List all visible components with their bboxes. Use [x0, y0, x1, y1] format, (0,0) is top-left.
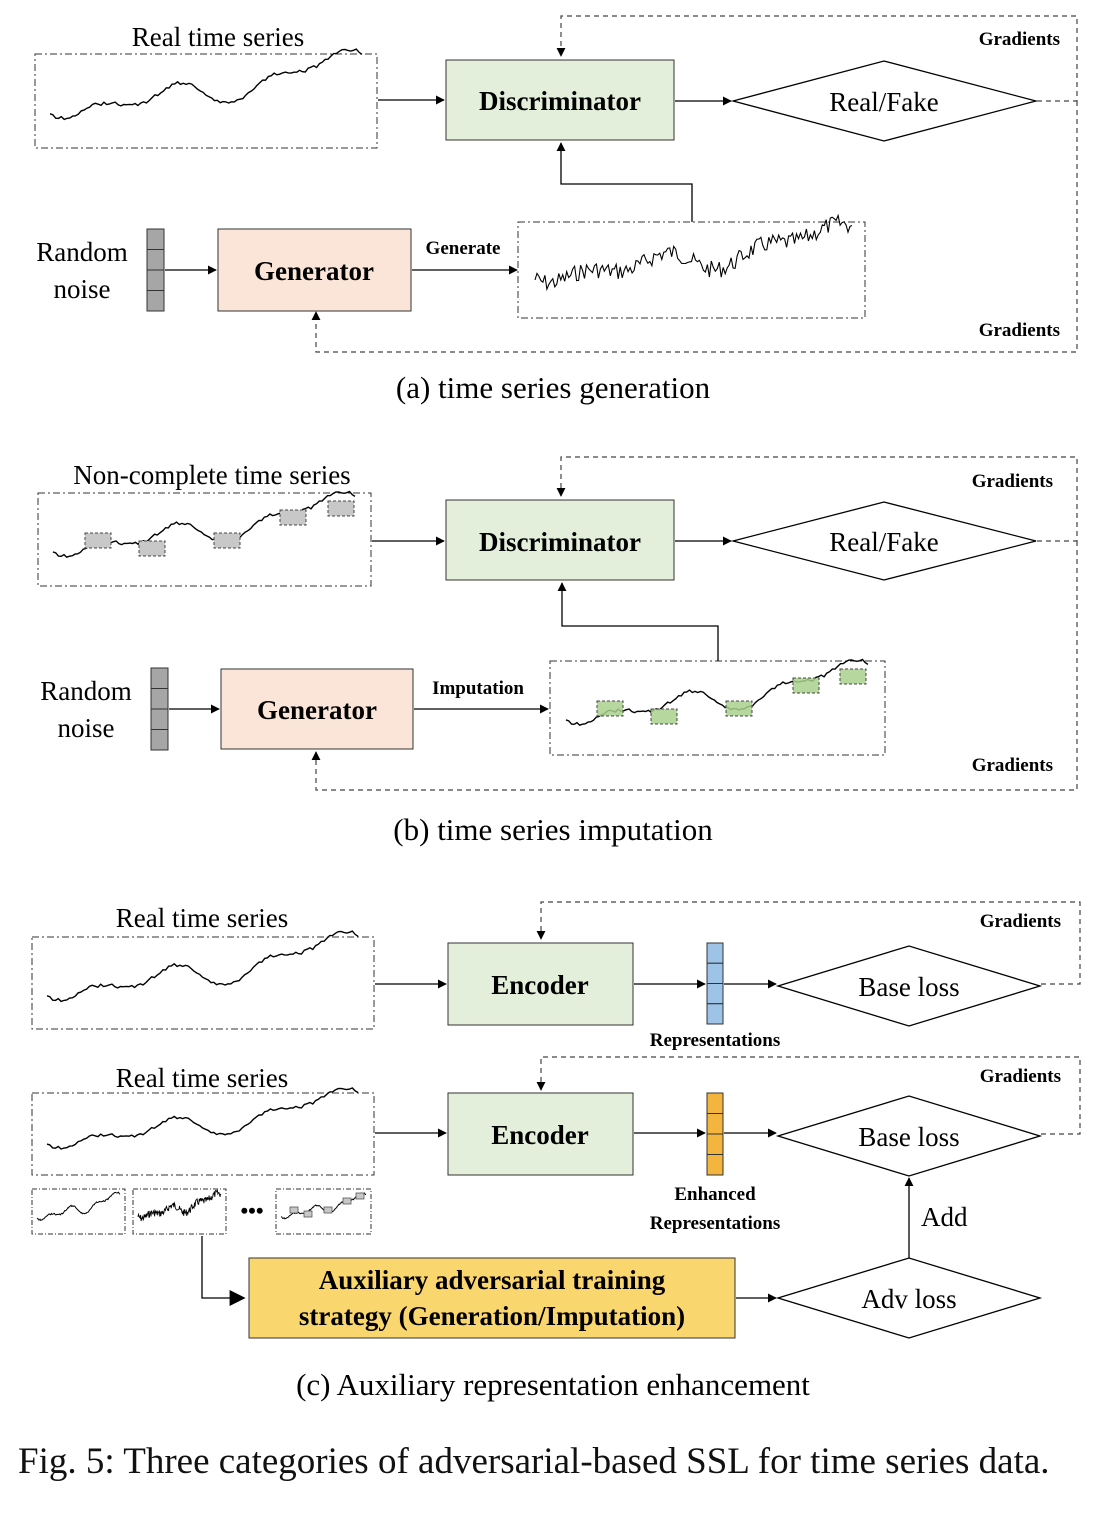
panel-a-generator-box [217, 228, 412, 312]
panel-c-gradients-2: Gradients [980, 1066, 1061, 1087]
panel-c-enhanced-vector-cell [706, 1092, 724, 1114]
panel-c-real-series-line-1 [46, 930, 359, 1003]
panel-c-input-label-1: Real time series [116, 903, 288, 933]
panel-a-input-label: Real time series [132, 22, 304, 52]
panel-c-thumb-real-line [36, 1191, 121, 1222]
panel-b-noise-label-2: noise [58, 713, 115, 743]
panel-b: Non-complete time series Discriminator R… [37, 456, 1078, 847]
panel-c-enhanced-vector-cell [706, 1133, 724, 1155]
panel-c-representations-label: Representations [650, 1030, 781, 1051]
panel-a-gradients-bottom: Gradients [979, 320, 1060, 341]
panel-a-real-series-box [34, 53, 378, 149]
panel-a-generate-label: Generate [426, 238, 501, 259]
panel-c-aux-label-2: strategy (Generation/Imputation) [299, 1301, 685, 1331]
panel-a-real-series-line [49, 48, 363, 121]
panel-c-enhanced-label-2: Representations [650, 1213, 781, 1234]
panel-a-noise-vector-cell [146, 249, 165, 271]
panel-c-adv-loss-label: Adv loss [861, 1284, 956, 1314]
panel-b-incomplete-series-box [37, 492, 372, 587]
panel-a-noise-label-1: Random [36, 237, 128, 267]
panel-c-representation-vector-cell [706, 1003, 724, 1025]
panel-a-noise-label-2: noise [54, 274, 111, 304]
panel-a-caption: (a) time series generation [396, 370, 711, 405]
panel-a-real-fake-label: Real/Fake [829, 87, 938, 117]
panel-c-representation-vector-cell [706, 962, 724, 984]
panel-a-generated-series-box [517, 221, 866, 319]
panel-b-noise-vector-cell [150, 688, 169, 710]
panel-c-base-loss-diamond-1 [775, 945, 1043, 1027]
panel-b-noise-vector [150, 667, 169, 751]
panel-c-representation-vector-cell [706, 942, 724, 964]
figure-caption: Fig. 5: Three categories of adversarial-… [18, 1441, 1050, 1482]
panel-c-representation-vector [706, 942, 724, 1025]
panel-b-real-fake-diamond [730, 501, 1037, 581]
panel-a-discriminator-box [445, 59, 675, 141]
panel-c-encoder-box-2 [447, 1092, 634, 1176]
panel-c-base-loss-label-2: Base loss [858, 1122, 959, 1152]
panel-c-gradients-1: Gradients [980, 911, 1061, 932]
panel-c-enhanced-vector [706, 1092, 724, 1176]
panel-c-add-label: Add [921, 1202, 968, 1232]
panel-a-noise-vector-cell [146, 269, 165, 291]
panel-c-encoder-box-1 [447, 942, 634, 1026]
panel-c-aux-label-1: Auxiliary adversarial training [319, 1265, 666, 1295]
panel-b-caption: (b) time series imputation [393, 812, 713, 847]
panel-b-imputed-patches [596, 668, 867, 725]
panel-b-noise-label-1: Random [40, 676, 132, 706]
panel-b-noise-vector-cell [150, 708, 169, 730]
panel-c-enhanced-vector-cell [706, 1113, 724, 1135]
panel-a-generator-label: Generator [254, 256, 374, 286]
panel-b-gradients-top: Gradients [972, 471, 1053, 492]
panel-b-discriminator-box [445, 499, 675, 581]
panel-c-enhanced-label-1: Enhanced [674, 1184, 756, 1205]
panel-a-noise-vector [146, 228, 165, 312]
panel-c: Real time series Encoder Base loss Repre… [31, 901, 1081, 1402]
panel-a-generated-series-line [534, 213, 853, 292]
panel-c-real-series-box-2 [31, 1092, 375, 1176]
panel-b-generator-box [220, 668, 414, 750]
panel-b-imputation-label: Imputation [432, 678, 524, 699]
panel-a-real-fake-diamond [730, 60, 1039, 142]
panel-b-gradients-bottom: Gradients [972, 755, 1053, 776]
panel-b-noise-vector-cell [150, 729, 169, 751]
panel-c-enhanced-vector-cell [706, 1154, 724, 1176]
panel-b-discriminator-label: Discriminator [479, 527, 641, 557]
panel-c-base-loss-diamond-2 [775, 1095, 1043, 1177]
panel-c-ellipsis: ••• [240, 1198, 263, 1223]
panel-c-thumb-generated [132, 1188, 227, 1235]
panel-a: Real time series Discriminator Real/Fake… [34, 15, 1078, 405]
panel-b-input-label: Non-complete time series [73, 460, 350, 490]
panel-c-thumb-imputed [275, 1188, 372, 1235]
panel-c-encoder-label-2: Encoder [491, 1120, 589, 1150]
panel-c-thumb-real [31, 1188, 126, 1235]
panel-b-noise-vector-cell [150, 667, 169, 689]
panel-b-generator-label: Generator [257, 695, 377, 725]
panel-c-real-series-box-1 [31, 936, 375, 1030]
panel-c-base-loss-label-1: Base loss [858, 972, 959, 1002]
panel-c-thumb-generated-line [137, 1189, 222, 1222]
panel-a-discriminator-label: Discriminator [479, 86, 641, 116]
panel-c-thumb-patches [289, 1192, 365, 1218]
panel-a-noise-vector-cell [146, 290, 165, 312]
panel-c-input-label-2: Real time series [116, 1063, 288, 1093]
panel-c-real-series-line-2 [46, 1087, 359, 1150]
panel-c-aux-strategy-box [248, 1257, 736, 1339]
panel-c-caption: (c) Auxiliary representation enhancement [296, 1367, 810, 1402]
panel-c-thumb-imputed-line [280, 1192, 367, 1220]
panel-c-representation-vector-cell [706, 983, 724, 1005]
panel-b-real-fake-label: Real/Fake [829, 527, 938, 557]
panel-a-noise-vector-cell [146, 228, 165, 250]
panel-c-encoder-label-1: Encoder [491, 970, 589, 1000]
panel-c-adv-loss-diamond [775, 1257, 1043, 1339]
panel-b-missing-patches [84, 500, 355, 557]
panel-a-gradients-top: Gradients [979, 29, 1060, 50]
